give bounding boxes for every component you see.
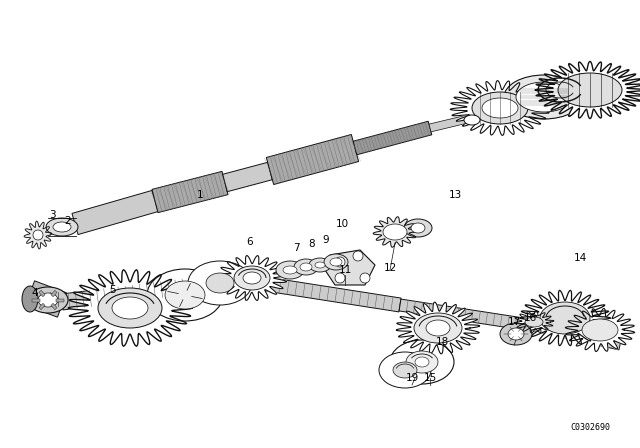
Ellipse shape (472, 92, 528, 124)
Ellipse shape (504, 75, 584, 119)
Text: 14: 14 (573, 253, 587, 263)
Ellipse shape (28, 287, 68, 313)
Ellipse shape (540, 302, 590, 334)
Polygon shape (51, 303, 57, 310)
Ellipse shape (53, 222, 71, 232)
Text: 15: 15 (424, 373, 436, 383)
Text: 11: 11 (339, 265, 351, 275)
Polygon shape (353, 121, 432, 155)
Ellipse shape (309, 258, 331, 272)
Text: 8: 8 (308, 239, 316, 249)
Polygon shape (56, 298, 64, 302)
Ellipse shape (393, 362, 417, 378)
Ellipse shape (188, 261, 252, 305)
Ellipse shape (508, 328, 524, 340)
Polygon shape (72, 190, 158, 235)
Ellipse shape (426, 320, 450, 336)
Text: C0302690: C0302690 (570, 423, 610, 432)
Ellipse shape (379, 352, 431, 388)
Polygon shape (39, 290, 45, 297)
Ellipse shape (415, 357, 429, 367)
Ellipse shape (243, 272, 261, 284)
Polygon shape (32, 298, 40, 302)
Ellipse shape (98, 288, 162, 328)
Ellipse shape (300, 263, 312, 271)
Ellipse shape (482, 98, 518, 118)
Ellipse shape (500, 323, 532, 345)
Text: 4: 4 (32, 288, 38, 298)
Polygon shape (373, 217, 417, 247)
Text: 18: 18 (435, 337, 449, 347)
Ellipse shape (582, 319, 618, 341)
Ellipse shape (165, 281, 205, 309)
Polygon shape (450, 81, 550, 135)
Polygon shape (51, 290, 57, 297)
Text: 13: 13 (449, 190, 461, 200)
Ellipse shape (335, 257, 345, 267)
Ellipse shape (353, 251, 363, 261)
Text: 9: 9 (323, 235, 330, 245)
Polygon shape (68, 270, 192, 346)
Text: 7: 7 (292, 243, 300, 253)
Polygon shape (565, 309, 635, 352)
Ellipse shape (360, 273, 370, 283)
Ellipse shape (414, 313, 462, 343)
Ellipse shape (335, 273, 345, 283)
Ellipse shape (283, 266, 297, 274)
Ellipse shape (525, 317, 543, 327)
Ellipse shape (315, 262, 325, 268)
Ellipse shape (112, 297, 148, 319)
Polygon shape (152, 172, 228, 213)
Ellipse shape (404, 219, 432, 237)
Ellipse shape (330, 258, 342, 266)
Polygon shape (429, 112, 481, 132)
Text: 16: 16 (524, 313, 536, 323)
Polygon shape (26, 281, 67, 317)
Ellipse shape (234, 266, 270, 290)
Text: 10: 10 (335, 219, 349, 229)
Ellipse shape (516, 82, 572, 112)
Text: 12: 12 (383, 263, 397, 273)
Text: 5: 5 (109, 285, 115, 295)
Polygon shape (24, 221, 52, 249)
Text: 3: 3 (49, 210, 55, 220)
Ellipse shape (22, 286, 38, 312)
Text: 6: 6 (246, 237, 253, 247)
Polygon shape (218, 255, 287, 301)
Ellipse shape (406, 351, 438, 373)
Ellipse shape (147, 269, 223, 321)
Ellipse shape (294, 259, 318, 275)
Polygon shape (266, 134, 358, 185)
Polygon shape (529, 320, 621, 350)
Text: 17: 17 (508, 317, 520, 327)
Text: 19: 19 (405, 373, 419, 383)
Polygon shape (396, 302, 480, 354)
Polygon shape (520, 290, 610, 346)
Polygon shape (399, 299, 531, 331)
Ellipse shape (558, 73, 622, 107)
Text: 2: 2 (65, 216, 71, 226)
Polygon shape (325, 250, 375, 285)
Text: 1: 1 (196, 190, 204, 200)
Polygon shape (223, 162, 272, 192)
Ellipse shape (46, 218, 78, 236)
Ellipse shape (390, 340, 454, 384)
Ellipse shape (464, 115, 480, 125)
Polygon shape (39, 303, 45, 310)
Ellipse shape (206, 273, 234, 293)
Ellipse shape (38, 293, 58, 307)
Polygon shape (61, 272, 241, 310)
Ellipse shape (411, 223, 425, 233)
Ellipse shape (276, 261, 304, 279)
Ellipse shape (383, 224, 407, 240)
Ellipse shape (324, 254, 348, 270)
Ellipse shape (33, 230, 43, 240)
Polygon shape (239, 273, 401, 312)
Polygon shape (535, 61, 640, 119)
Polygon shape (514, 311, 554, 333)
